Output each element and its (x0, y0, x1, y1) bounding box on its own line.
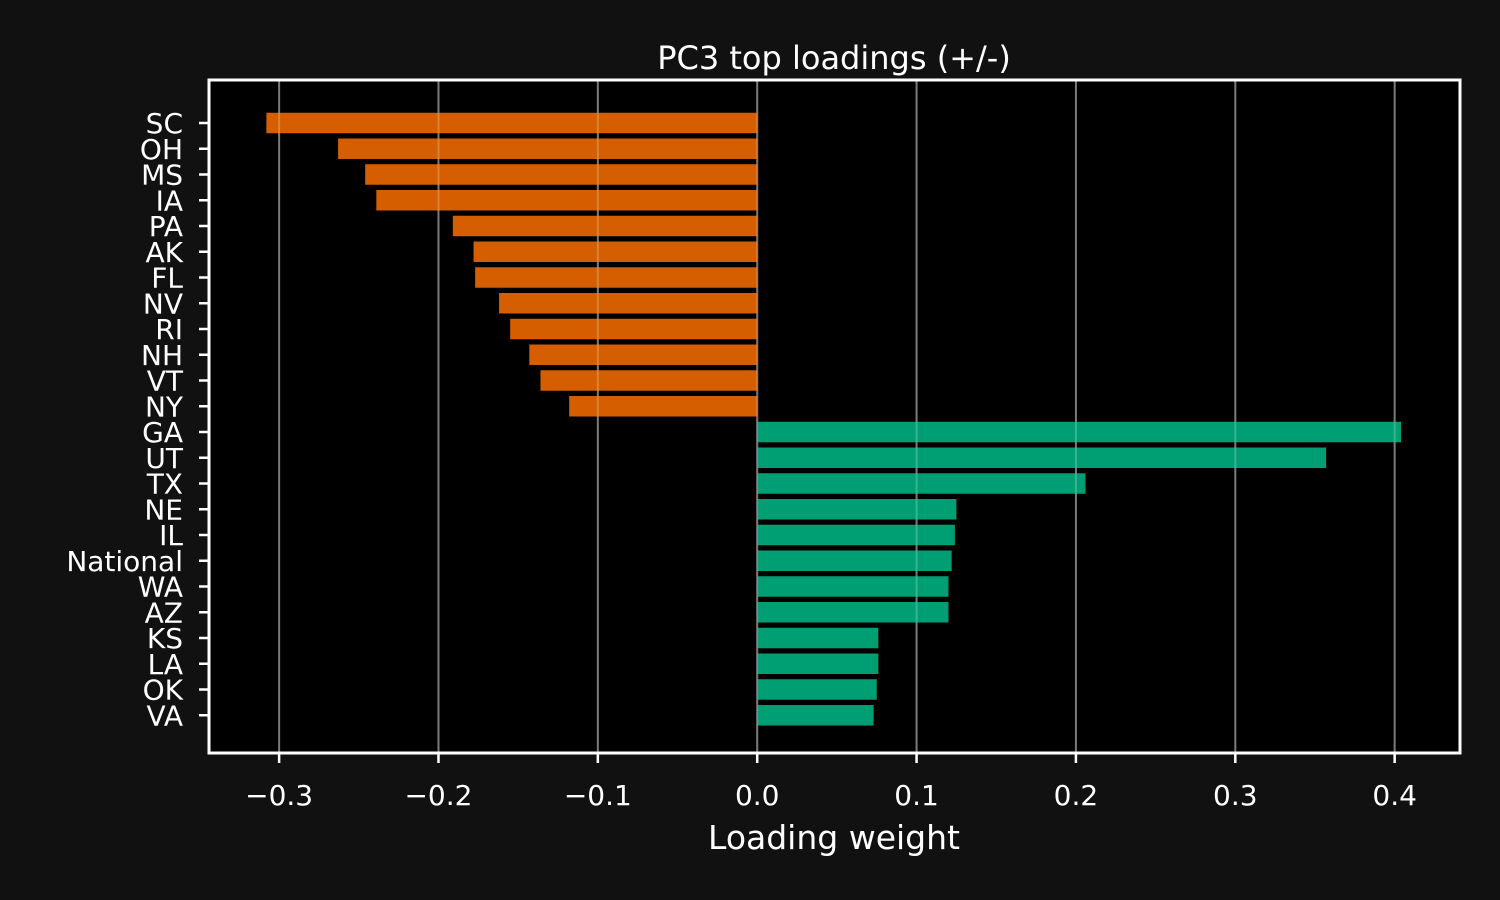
y-tick-label-pa: PA (149, 210, 183, 243)
bar-oh (338, 138, 758, 159)
bar-sc (266, 112, 758, 134)
bar-va (757, 705, 874, 726)
bar-la (757, 653, 879, 674)
x-tick-label: 0.1 (894, 779, 939, 812)
y-tick-label-az: AZ (145, 596, 183, 629)
bar-il (757, 524, 955, 546)
bars (266, 112, 1402, 726)
bar-az (757, 602, 949, 623)
y-tick-label-il: IL (159, 519, 183, 552)
bar-ms (365, 164, 758, 185)
x-axis-label: Loading weight (708, 818, 960, 857)
bar-nh (529, 344, 758, 365)
plot-frame (207, 78, 1462, 755)
bar-ga (757, 421, 1402, 443)
y-tick-label-ny: NY (145, 390, 184, 423)
x-tick-label: −0.1 (564, 779, 632, 812)
y-tick-label-nv: NV (143, 287, 183, 320)
bar-vt (540, 370, 758, 391)
y-tick-label-la: LA (148, 648, 183, 681)
bar-ri (510, 318, 758, 340)
y-tick-label-tx: TX (146, 468, 183, 501)
y-tick-label-ak: AK (145, 236, 183, 269)
y-tick-label-ga: GA (142, 416, 183, 449)
bar-national (757, 550, 952, 571)
bar-tx (757, 473, 1086, 494)
bar-ia (376, 190, 758, 211)
x-tick-label: 0.0 (735, 779, 780, 812)
y-tick-label-ia: IA (156, 184, 183, 217)
y-tick-label-ok: OK (143, 674, 184, 707)
y-tick-label-nh: NH (141, 339, 183, 372)
y-tick-label-ut: UT (145, 442, 183, 475)
y-tick-label-national: National (66, 545, 183, 578)
bar-ut (757, 447, 1327, 468)
bar-ny (569, 396, 758, 417)
x-tick-label: 0.2 (1054, 779, 1099, 812)
y-tick-label-ks: KS (147, 622, 183, 655)
grid-overlay (278, 80, 1396, 753)
bar-ak (473, 241, 758, 262)
bar-nv (499, 293, 758, 314)
y-tick-label-oh: OH (140, 133, 183, 166)
y-tick-label-fl: FL (151, 262, 183, 295)
x-tick-label: 0.3 (1213, 779, 1258, 812)
bar-ne (757, 499, 957, 520)
x-tick-label: −0.3 (245, 779, 313, 812)
ticks: −0.3 −0.2 −0.1 0.0 0.1 0.2 0.3 0.4 SCOHMSIAPAAKF… (66, 107, 1417, 812)
bar-ok (757, 679, 877, 700)
y-tick-label-ri: RI (155, 313, 183, 346)
chart-title: PC3 top loadings (+/-) (657, 39, 1011, 77)
y-tick-label-ms: MS (141, 159, 183, 192)
bar-ks (757, 627, 879, 649)
bar-wa (757, 576, 949, 597)
bar-pa (452, 215, 758, 237)
y-tick-label-va: VA (146, 699, 183, 732)
y-tick-label-ne: NE (144, 493, 183, 526)
y-tick-label-sc: SC (146, 107, 183, 140)
x-tick-label: −0.2 (404, 779, 472, 812)
y-tick-label-vt: VT (147, 365, 184, 398)
bar-fl (475, 267, 758, 288)
x-tick-label: 0.4 (1372, 779, 1417, 812)
y-tick-label-wa: WA (138, 571, 183, 604)
